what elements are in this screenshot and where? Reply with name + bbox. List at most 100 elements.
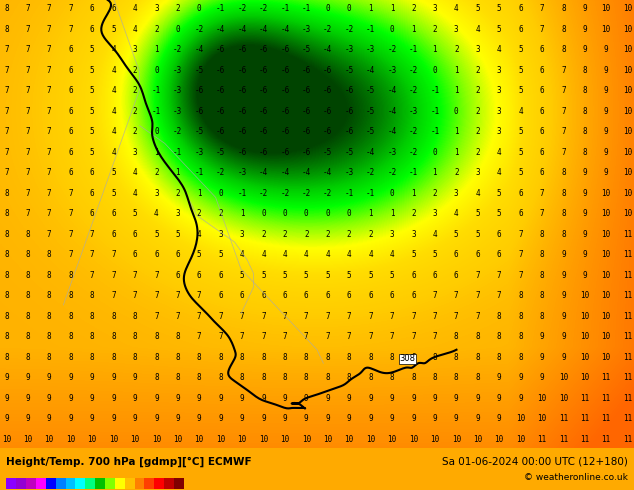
Text: 9: 9 <box>390 415 394 423</box>
Text: 9: 9 <box>25 394 30 403</box>
Text: 7: 7 <box>347 312 351 321</box>
Text: 6: 6 <box>304 292 309 300</box>
Text: 9: 9 <box>561 312 566 321</box>
Text: 10: 10 <box>623 127 632 136</box>
Text: 8: 8 <box>390 373 394 382</box>
Text: 4: 4 <box>368 250 373 259</box>
Text: 8: 8 <box>47 312 51 321</box>
Text: 0: 0 <box>154 66 158 75</box>
Text: 10: 10 <box>623 46 632 54</box>
Text: 2: 2 <box>261 230 266 239</box>
Text: 9: 9 <box>133 394 137 403</box>
Text: 8: 8 <box>68 292 73 300</box>
Text: 10: 10 <box>344 435 354 444</box>
Text: 10: 10 <box>602 353 611 362</box>
Text: 6: 6 <box>497 230 501 239</box>
Text: -1: -1 <box>409 46 418 54</box>
Text: 8: 8 <box>240 373 244 382</box>
Text: 1: 1 <box>154 148 158 157</box>
Text: 4: 4 <box>454 209 458 219</box>
Text: 6: 6 <box>218 271 223 280</box>
Text: 8: 8 <box>561 230 566 239</box>
Text: -6: -6 <box>323 66 332 75</box>
Text: 9: 9 <box>476 394 480 403</box>
Text: 11: 11 <box>623 373 632 382</box>
Text: 8: 8 <box>476 373 480 382</box>
Text: 2: 2 <box>154 169 158 177</box>
Text: 1: 1 <box>390 209 394 219</box>
Text: -1: -1 <box>366 25 375 34</box>
Text: 6: 6 <box>325 292 330 300</box>
Text: -6: -6 <box>259 86 268 96</box>
Text: 1: 1 <box>197 189 202 198</box>
Text: 3: 3 <box>176 209 180 219</box>
Text: -1: -1 <box>152 107 161 116</box>
Text: 5: 5 <box>111 189 116 198</box>
Text: 9: 9 <box>90 415 94 423</box>
Text: 8: 8 <box>4 209 9 219</box>
Text: 6: 6 <box>390 292 394 300</box>
Text: 7: 7 <box>68 4 73 13</box>
FancyBboxPatch shape <box>85 477 95 489</box>
Text: 7: 7 <box>176 312 180 321</box>
Text: 9: 9 <box>604 169 609 177</box>
Text: 8: 8 <box>368 353 373 362</box>
Text: 1: 1 <box>454 66 458 75</box>
Text: 9: 9 <box>583 46 587 54</box>
Text: 3: 3 <box>133 148 137 157</box>
Text: -2: -2 <box>173 127 183 136</box>
Text: -3: -3 <box>366 46 375 54</box>
Text: 9: 9 <box>497 415 501 423</box>
Text: 8: 8 <box>154 332 158 342</box>
Text: 2: 2 <box>133 107 137 116</box>
Text: -2: -2 <box>302 189 311 198</box>
Text: 9: 9 <box>540 332 544 342</box>
Text: 8: 8 <box>68 332 73 342</box>
Text: 4: 4 <box>111 127 116 136</box>
Text: 10: 10 <box>366 435 375 444</box>
Text: 8: 8 <box>304 373 309 382</box>
Text: 2: 2 <box>197 209 202 219</box>
Text: 11: 11 <box>538 435 547 444</box>
Text: 7: 7 <box>540 25 544 34</box>
Text: 7: 7 <box>561 107 566 116</box>
Text: 5: 5 <box>476 209 480 219</box>
Text: 8: 8 <box>25 250 30 259</box>
Text: 7: 7 <box>47 46 51 54</box>
Text: -1: -1 <box>366 189 375 198</box>
FancyBboxPatch shape <box>134 477 145 489</box>
Text: 10: 10 <box>130 435 139 444</box>
Text: 9: 9 <box>476 415 480 423</box>
Text: 5: 5 <box>518 169 523 177</box>
Text: -2: -2 <box>195 25 204 34</box>
Text: 0: 0 <box>390 25 394 34</box>
Text: 4: 4 <box>432 230 437 239</box>
Text: 9: 9 <box>583 169 587 177</box>
Text: 11: 11 <box>580 435 590 444</box>
Text: 9: 9 <box>561 332 566 342</box>
Text: 9: 9 <box>604 46 609 54</box>
Text: -1: -1 <box>430 86 439 96</box>
Text: -6: -6 <box>344 86 354 96</box>
Text: 11: 11 <box>623 353 632 362</box>
Text: © weatheronline.co.uk: © weatheronline.co.uk <box>524 473 628 482</box>
Text: 11: 11 <box>602 373 611 382</box>
Text: 9: 9 <box>154 415 158 423</box>
Text: 8: 8 <box>133 332 137 342</box>
Text: 7: 7 <box>476 292 480 300</box>
Text: -1: -1 <box>430 127 439 136</box>
Text: 7: 7 <box>518 250 523 259</box>
Text: 10: 10 <box>109 435 118 444</box>
Text: 7: 7 <box>68 250 73 259</box>
Text: 8: 8 <box>561 46 566 54</box>
Text: -6: -6 <box>216 107 225 116</box>
Text: 0: 0 <box>176 25 180 34</box>
Text: 8: 8 <box>283 353 287 362</box>
Text: 9: 9 <box>111 394 116 403</box>
Text: 7: 7 <box>68 209 73 219</box>
Text: 7: 7 <box>176 292 180 300</box>
Text: 2: 2 <box>476 107 480 116</box>
Text: 5: 5 <box>476 4 480 13</box>
Text: 11: 11 <box>623 292 632 300</box>
Text: -4: -4 <box>366 148 375 157</box>
